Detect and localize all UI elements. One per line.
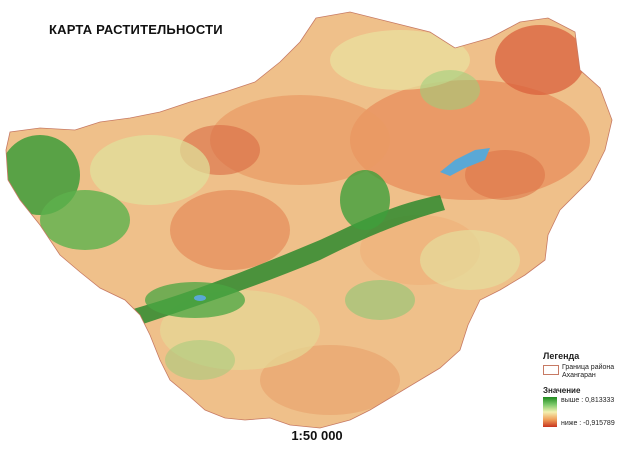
vegetation-patch [345, 280, 415, 320]
arid-patch [210, 95, 390, 185]
vegetation-patch [340, 170, 390, 230]
vegetation-patch [40, 190, 130, 250]
color-ramp [543, 397, 557, 427]
vegetation-patch [165, 340, 235, 380]
meadow-patch [90, 135, 210, 205]
arid-patch [170, 190, 290, 270]
vegetation-patch [145, 282, 245, 318]
map-title: КАРТА РАСТИТЕЛЬНОСТИ [49, 22, 223, 37]
meadow-patch [420, 230, 520, 290]
map-scale: 1:50 000 [291, 428, 343, 443]
low-value-label: ниже : -0,915789 [561, 420, 615, 427]
legend-heading: Легенда [543, 351, 580, 361]
arid-patch [465, 150, 545, 200]
ramp-labels: выше : 0,813333 ниже : -0,915789 [561, 397, 615, 427]
vegetation-patch [6, 135, 80, 215]
boundary-label: Граница района Ахангаран [562, 364, 615, 379]
arid-patch [495, 25, 585, 95]
vegetation-patch [420, 70, 480, 110]
legend-boundary-row: Граница района Ахангаран [543, 364, 631, 380]
boundary-swatch [543, 365, 559, 375]
reservoir [440, 148, 490, 176]
map-legend: Легенда Граница района Ахангаран Значени… [543, 351, 631, 427]
value-heading: Значение [543, 386, 581, 395]
small-lake [194, 295, 206, 301]
high-value-label: выше : 0,813333 [561, 397, 615, 404]
arid-patch [260, 345, 400, 415]
value-ramp-row: выше : 0,813333 ниже : -0,915789 [543, 397, 631, 427]
